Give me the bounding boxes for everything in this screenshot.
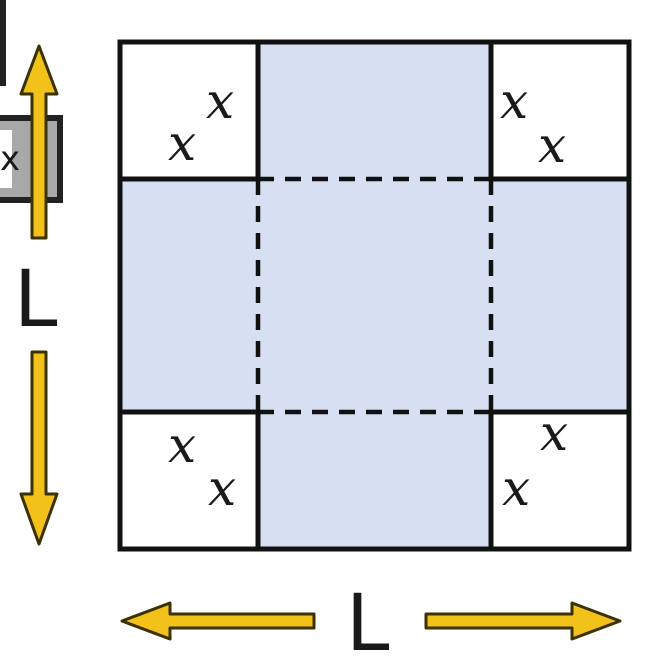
down-arrow <box>19 350 59 546</box>
right-arrow <box>424 601 622 641</box>
left-arrow <box>120 601 316 641</box>
svg-text:x: x <box>538 116 566 174</box>
outer-square <box>117 39 632 552</box>
up-arrow <box>19 44 59 240</box>
base-square <box>258 179 491 412</box>
top-flap <box>258 42 491 179</box>
clipped-x-box: x <box>0 0 63 203</box>
svg-text:x: x <box>208 459 236 517</box>
left-flap <box>120 179 258 412</box>
clipped-bar <box>0 0 6 86</box>
corner-label-top-right: x x <box>500 72 566 174</box>
corner-label-bottom-right: x x <box>502 404 568 517</box>
cut-lines <box>117 39 632 552</box>
svg-text:x: x <box>168 114 196 172</box>
right-flap <box>491 179 629 412</box>
svg-text:x: x <box>500 72 528 130</box>
horizontal-dimension: L <box>120 579 622 662</box>
vertical-dimension: L <box>14 44 59 546</box>
bottom-length-label: L <box>346 579 390 662</box>
fold-lines <box>255 176 494 415</box>
svg-text:x: x <box>540 404 568 462</box>
corner-label-top-left: x x <box>168 72 234 172</box>
corner-label-bottom-left: x x <box>168 416 236 517</box>
bottom-flap <box>258 412 491 549</box>
svg-text:x: x <box>206 72 234 130</box>
box-shaded-region <box>120 42 629 549</box>
clipped-x-label: x <box>0 139 20 179</box>
svg-text:x: x <box>168 416 196 474</box>
svg-text:x: x <box>502 459 530 517</box>
side-length-label: L <box>14 255 58 345</box>
